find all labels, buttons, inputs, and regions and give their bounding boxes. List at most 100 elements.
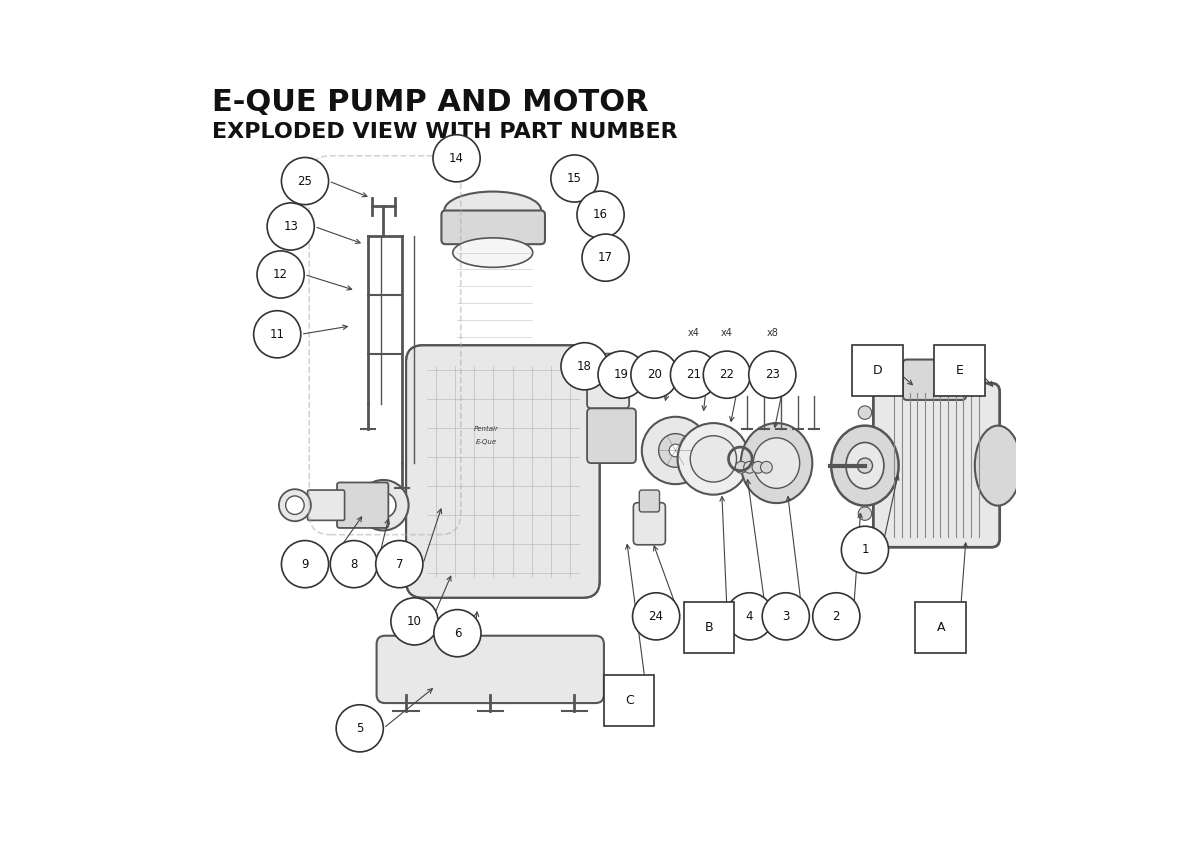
Ellipse shape	[453, 238, 532, 268]
Circle shape	[375, 541, 423, 588]
Circle shape	[743, 461, 755, 473]
Circle shape	[812, 593, 860, 640]
Circle shape	[561, 343, 609, 390]
Text: 20: 20	[647, 368, 662, 381]
Text: 24: 24	[649, 610, 663, 623]
Text: 7: 7	[395, 557, 403, 571]
Circle shape	[257, 251, 304, 298]
FancyBboxPatch shape	[587, 408, 636, 463]
Circle shape	[281, 157, 329, 205]
Ellipse shape	[974, 426, 1021, 505]
Text: E-QUE PUMP AND MOTOR: E-QUE PUMP AND MOTOR	[212, 88, 649, 117]
Text: B: B	[705, 621, 713, 634]
Text: x8: x8	[766, 328, 778, 338]
Ellipse shape	[691, 436, 736, 482]
Text: 5: 5	[356, 722, 363, 735]
FancyBboxPatch shape	[406, 345, 600, 598]
Text: 1: 1	[861, 543, 868, 557]
Ellipse shape	[678, 423, 749, 495]
Ellipse shape	[358, 480, 409, 530]
Circle shape	[336, 705, 384, 752]
Text: 6: 6	[454, 626, 461, 640]
FancyBboxPatch shape	[640, 490, 660, 512]
Circle shape	[841, 526, 888, 573]
Text: 15: 15	[567, 172, 582, 185]
Text: 23: 23	[765, 368, 780, 381]
Circle shape	[749, 351, 796, 398]
Text: 13: 13	[283, 220, 298, 233]
Circle shape	[859, 406, 872, 419]
Text: A: A	[936, 621, 944, 634]
Text: 3: 3	[782, 610, 790, 623]
Ellipse shape	[741, 423, 812, 504]
Text: 25: 25	[298, 174, 312, 188]
FancyBboxPatch shape	[337, 482, 388, 528]
Text: 21: 21	[686, 368, 701, 381]
FancyBboxPatch shape	[634, 503, 666, 545]
Circle shape	[551, 155, 598, 202]
Ellipse shape	[669, 445, 681, 456]
Text: 18: 18	[578, 360, 592, 373]
Ellipse shape	[754, 438, 799, 488]
Ellipse shape	[831, 426, 899, 505]
Text: 9: 9	[301, 557, 308, 571]
Circle shape	[632, 593, 680, 640]
Circle shape	[735, 461, 747, 473]
Bar	[604, 675, 654, 726]
Circle shape	[598, 351, 646, 398]
Text: E-Que: E-Que	[475, 439, 497, 445]
Circle shape	[631, 351, 678, 398]
FancyBboxPatch shape	[873, 383, 999, 547]
FancyBboxPatch shape	[587, 354, 629, 408]
Circle shape	[752, 461, 763, 473]
Circle shape	[281, 541, 329, 588]
Text: Pentair: Pentair	[474, 426, 499, 433]
FancyBboxPatch shape	[903, 360, 966, 400]
Ellipse shape	[642, 417, 709, 484]
FancyBboxPatch shape	[307, 490, 344, 520]
Text: 11: 11	[269, 328, 285, 341]
Circle shape	[391, 598, 438, 645]
Bar	[934, 345, 985, 396]
Bar	[916, 602, 966, 653]
Circle shape	[330, 541, 378, 588]
Circle shape	[576, 191, 624, 238]
Circle shape	[859, 507, 872, 520]
Ellipse shape	[286, 496, 304, 514]
Circle shape	[582, 234, 629, 281]
Text: x4: x4	[688, 328, 700, 338]
Circle shape	[671, 351, 718, 398]
FancyBboxPatch shape	[442, 210, 545, 244]
Text: 17: 17	[598, 251, 613, 264]
Circle shape	[267, 203, 314, 250]
Ellipse shape	[659, 434, 692, 467]
Bar	[684, 602, 735, 653]
Text: 2: 2	[833, 610, 840, 623]
Ellipse shape	[858, 458, 873, 473]
Text: 22: 22	[719, 368, 735, 381]
Text: 4: 4	[746, 610, 754, 623]
Text: D: D	[873, 364, 883, 377]
FancyBboxPatch shape	[376, 636, 604, 703]
Circle shape	[703, 351, 750, 398]
Text: C: C	[625, 694, 634, 707]
Text: 10: 10	[407, 615, 422, 628]
Ellipse shape	[279, 489, 311, 521]
Circle shape	[434, 135, 480, 182]
Ellipse shape	[370, 493, 395, 518]
Text: 19: 19	[615, 368, 629, 381]
Circle shape	[762, 593, 810, 640]
Ellipse shape	[444, 192, 541, 230]
Text: 8: 8	[350, 557, 357, 571]
Text: E: E	[955, 364, 964, 377]
Circle shape	[761, 461, 772, 473]
Circle shape	[727, 593, 773, 640]
Text: 12: 12	[273, 268, 288, 281]
Bar	[853, 345, 903, 396]
Text: 14: 14	[449, 152, 464, 165]
Ellipse shape	[846, 443, 884, 488]
Circle shape	[434, 610, 481, 657]
Text: 16: 16	[593, 208, 609, 221]
Circle shape	[254, 311, 301, 358]
Text: EXPLODED VIEW WITH PART NUMBER: EXPLODED VIEW WITH PART NUMBER	[212, 122, 678, 142]
